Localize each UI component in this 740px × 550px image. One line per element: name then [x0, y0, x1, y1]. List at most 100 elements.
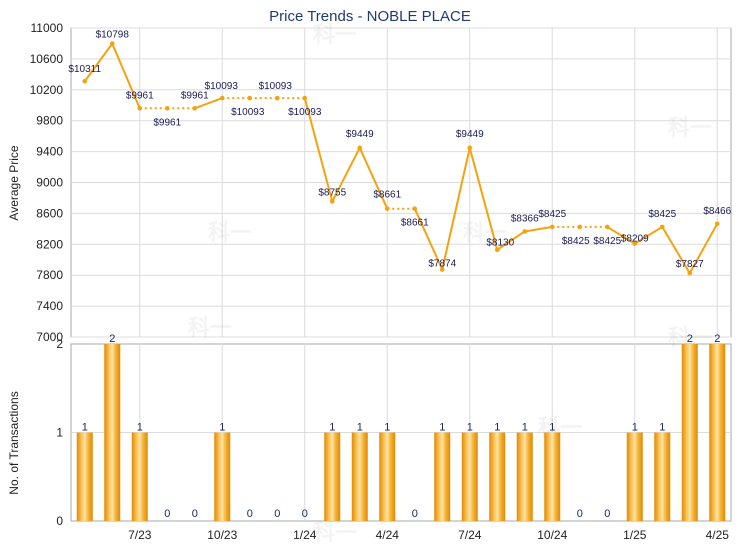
transaction-bar — [461, 432, 478, 521]
price-line-segment — [468, 147, 499, 250]
transaction-bar — [76, 432, 93, 521]
watermark: 科一 — [463, 220, 507, 245]
price-data-label: $10093 — [205, 81, 239, 92]
transaction-count-label: 1 — [357, 422, 363, 434]
price-line-segment — [661, 226, 691, 274]
transaction-bar — [654, 432, 671, 521]
x-tick-label: 4/25 — [706, 528, 730, 542]
price-data-label: $9961 — [181, 90, 209, 101]
price-point — [384, 206, 390, 211]
transaction-bar — [434, 432, 451, 521]
watermark: 科一 — [668, 115, 712, 140]
price-point — [357, 145, 363, 151]
price-y-axis-label: Average Price — [7, 145, 21, 220]
transactions-y-axis-label: No. of Transactions — [7, 391, 21, 494]
price-line-segment — [83, 43, 114, 82]
transaction-bar — [324, 432, 341, 521]
price-point — [109, 41, 115, 46]
transaction-count-label: 1 — [549, 422, 555, 434]
transaction-count-label: 1 — [494, 422, 500, 434]
price-line-segment — [441, 147, 471, 270]
price-line-segment — [606, 226, 636, 245]
price-point — [659, 224, 665, 230]
price-data-label: $8661 — [373, 190, 401, 201]
price-point — [467, 145, 473, 151]
price-point — [219, 95, 225, 101]
price-data-label: $10093 — [259, 81, 293, 92]
transaction-bar — [214, 432, 231, 521]
transaction-count-label: 0 — [412, 508, 418, 520]
price-line-segment — [413, 208, 444, 270]
transaction-count-label: 1 — [522, 422, 528, 434]
transaction-count-label: 1 — [467, 422, 473, 434]
transaction-bar — [104, 344, 121, 521]
watermark: 科一 — [313, 22, 357, 47]
x-tick-label: 10/24 — [537, 528, 567, 542]
transaction-count-label: 2 — [109, 333, 115, 345]
transaction-count-label: 1 — [659, 422, 665, 434]
price-y-tick-label: 8200 — [36, 237, 63, 251]
watermark: 科一 — [313, 520, 357, 545]
price-data-label: $10093 — [231, 107, 265, 118]
price-point — [687, 270, 693, 276]
transaction-count-label: 2 — [687, 333, 693, 345]
transaction-count-label: 0 — [192, 508, 198, 520]
price-data-label: $10311 — [68, 64, 101, 75]
price-y-tick-label: 7800 — [36, 268, 63, 282]
price-data-label: $9961 — [126, 90, 154, 101]
price-point — [522, 229, 528, 234]
price-data-label: $8425 — [562, 236, 590, 247]
transaction-bar — [544, 432, 561, 521]
price-line-segment — [331, 147, 361, 202]
price-point — [274, 95, 280, 101]
price-point — [137, 105, 143, 111]
transaction-count-label: 0 — [247, 508, 253, 520]
price-data-label: $8755 — [318, 187, 346, 198]
price-y-tick-label: 9800 — [36, 114, 63, 128]
transaction-count-label: 1 — [137, 422, 143, 434]
price-y-tick-label: 8600 — [36, 206, 63, 220]
price-y-tick-label: 9400 — [36, 145, 63, 159]
transactions-y-tick-label: 2 — [56, 337, 63, 351]
price-point — [714, 221, 720, 227]
x-tick-label: 7/23 — [128, 528, 152, 542]
price-line-segment — [303, 97, 334, 202]
chart-title: Price Trends - NOBLE PLACE — [269, 8, 471, 25]
x-tick-label: 7/24 — [458, 528, 482, 542]
price-data-label: $8425 — [593, 236, 621, 247]
price-data-label: $7874 — [428, 258, 456, 269]
transaction-count-label: 1 — [439, 422, 445, 434]
price-point — [632, 241, 638, 246]
x-tick-label: 10/23 — [207, 528, 237, 542]
price-point — [302, 95, 308, 101]
price-line-segment — [496, 230, 526, 251]
price-y-tick-label: 9000 — [36, 176, 63, 190]
transaction-count-label: 0 — [164, 508, 170, 520]
x-tick-label: 1/24 — [293, 528, 317, 542]
transaction-count-label: 0 — [577, 508, 583, 520]
transactions-y-tick-label: 1 — [56, 426, 63, 440]
transaction-bar — [681, 344, 698, 521]
transaction-bar — [516, 432, 533, 521]
transaction-count-label: 1 — [82, 422, 88, 434]
price-point — [329, 199, 335, 204]
transactions-y-tick-label: 0 — [56, 514, 63, 528]
price-y-tick-label: 7400 — [36, 299, 63, 313]
price-line-segment — [194, 97, 223, 110]
transaction-count-label: 0 — [274, 508, 280, 520]
price-point — [247, 95, 253, 101]
price-point — [192, 105, 198, 111]
price-data-label: $9961 — [153, 117, 181, 128]
transaction-bar — [626, 432, 643, 521]
transaction-bar — [489, 432, 506, 521]
transaction-bar — [131, 432, 148, 521]
transaction-count-label: 1 — [632, 422, 638, 434]
price-data-label: $9449 — [456, 129, 484, 140]
transaction-bar — [351, 432, 368, 521]
watermark: 科一 — [208, 220, 252, 245]
price-point — [412, 206, 418, 211]
price-data-label: $8425 — [538, 209, 566, 220]
price-line-segment — [688, 223, 719, 274]
price-data-label: $8661 — [401, 218, 429, 229]
